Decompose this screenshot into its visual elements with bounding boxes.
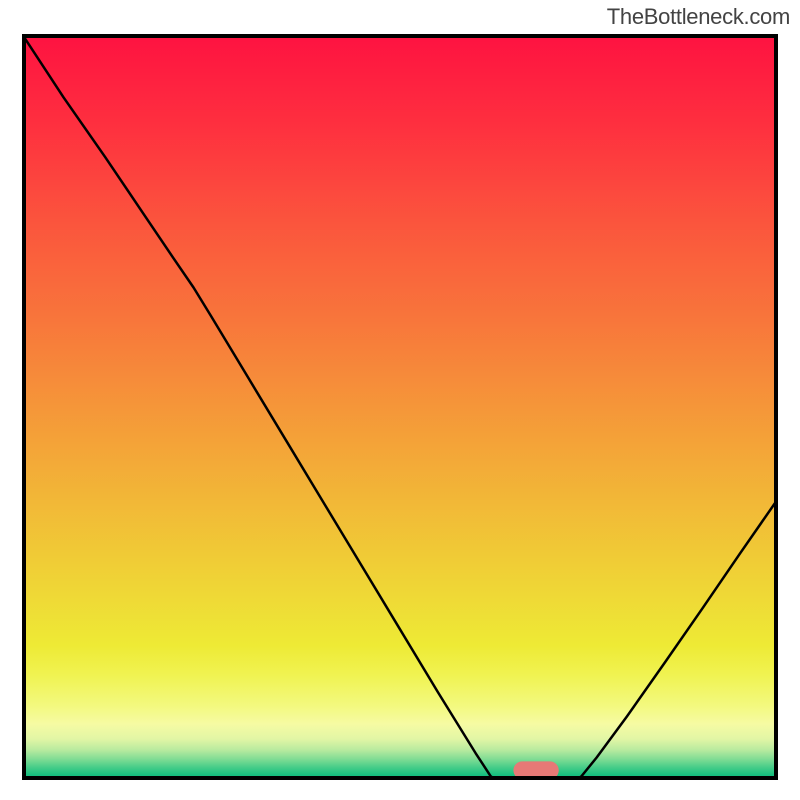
bottleneck-chart: [22, 34, 778, 780]
chart-container: [22, 34, 778, 780]
chart-background: [22, 34, 778, 780]
watermark-text: TheBottleneck.com: [607, 4, 790, 30]
